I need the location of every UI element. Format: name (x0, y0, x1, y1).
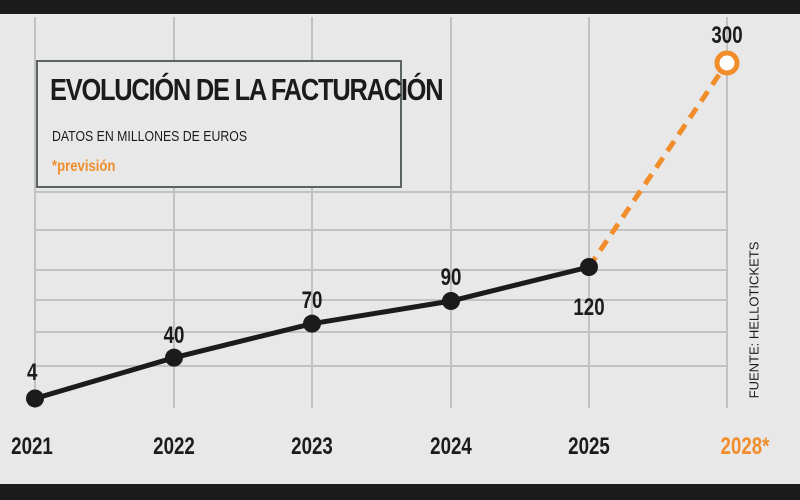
vertical-gridlines (34, 17, 728, 408)
data-point-2025 (580, 258, 598, 276)
data-point-2021 (26, 389, 44, 408)
chart-subtitle: DATOS EN MILLONES DE EUROS (52, 128, 248, 145)
forecast-line (586, 61, 730, 269)
source-credit: FUENTE: HELLOTICKETS (746, 241, 762, 399)
x-tick-2021: 2021 (11, 433, 53, 460)
data-points (26, 50, 740, 408)
data-point-2028 (714, 50, 740, 76)
data-point-2023 (303, 314, 321, 333)
x-tick-2023: 2023 (291, 433, 333, 460)
data-label-2028: 300 (711, 22, 742, 49)
x-tick-labels: 2021 2022 2023 2024 2025 2028* (11, 433, 770, 460)
x-tick-2024: 2024 (430, 433, 472, 460)
x-tick-2022: 2022 (153, 433, 195, 460)
data-label-2025: 120 (573, 294, 604, 321)
x-tick-2028: 2028* (721, 433, 770, 460)
data-label-2022: 40 (164, 322, 185, 349)
data-label-2021: 4 (27, 359, 37, 386)
data-labels: 4 40 70 90 120 300 (27, 22, 743, 386)
data-point-2024 (442, 292, 460, 310)
data-label-2024: 90 (441, 264, 462, 291)
data-point-2022 (165, 348, 183, 367)
data-label-2023: 70 (302, 287, 323, 314)
top-bar (0, 0, 800, 14)
title-box: EVOLUCIÓN DE LA FACTURACIÓN DATOS EN MIL… (36, 60, 444, 188)
forecast-note: *previsión (52, 158, 116, 175)
chart-title: EVOLUCIÓN DE LA FACTURACIÓN (50, 72, 444, 107)
bottom-bar (0, 484, 800, 500)
x-tick-2025: 2025 (568, 433, 610, 460)
horizontal-gridlines (35, 191, 727, 367)
